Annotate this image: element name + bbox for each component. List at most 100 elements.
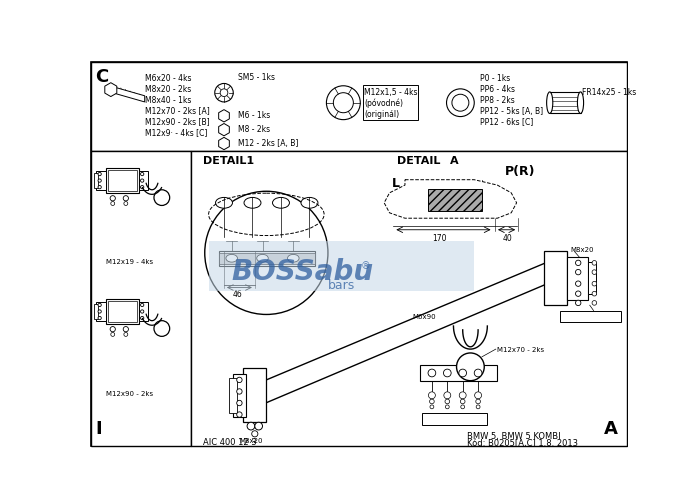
Circle shape bbox=[141, 186, 144, 189]
Bar bbox=[94, 304, 98, 319]
Circle shape bbox=[220, 89, 228, 97]
Text: M12x1,5 original: M12x1,5 original bbox=[425, 416, 484, 422]
Bar bbox=[191, 151, 626, 446]
Text: C: C bbox=[95, 68, 108, 86]
Text: M12x19 - 4ks: M12x19 - 4ks bbox=[106, 259, 153, 265]
Circle shape bbox=[407, 194, 411, 199]
Circle shape bbox=[141, 316, 144, 320]
Text: AIC 400 12 3: AIC 400 12 3 bbox=[203, 438, 257, 447]
Polygon shape bbox=[218, 124, 230, 136]
Circle shape bbox=[445, 405, 449, 409]
Circle shape bbox=[111, 202, 115, 205]
Circle shape bbox=[592, 281, 596, 286]
Circle shape bbox=[98, 310, 102, 313]
Text: M8x20: M8x20 bbox=[239, 438, 263, 444]
Text: (póvodné): (póvodné) bbox=[364, 99, 403, 108]
Circle shape bbox=[123, 196, 128, 201]
Bar bbox=[550, 92, 580, 114]
Circle shape bbox=[247, 422, 255, 430]
Circle shape bbox=[592, 261, 596, 265]
Text: M12x90 - 2ks: M12x90 - 2ks bbox=[106, 391, 153, 397]
Ellipse shape bbox=[272, 197, 290, 208]
Text: M8x40 - 1ks: M8x40 - 1ks bbox=[145, 96, 191, 105]
Circle shape bbox=[592, 301, 596, 305]
Bar bbox=[139, 172, 148, 190]
Circle shape bbox=[575, 270, 581, 275]
Bar bbox=[588, 262, 596, 294]
Circle shape bbox=[98, 316, 102, 320]
Text: M8x20: M8x20 bbox=[570, 247, 594, 254]
Circle shape bbox=[575, 291, 581, 296]
Circle shape bbox=[237, 412, 242, 417]
Circle shape bbox=[141, 173, 144, 176]
Text: P0 - 1ks: P0 - 1ks bbox=[480, 74, 511, 83]
Text: M8x20 - 2ks: M8x20 - 2ks bbox=[145, 85, 191, 94]
Bar bbox=[106, 299, 139, 324]
Bar bbox=[363, 85, 418, 120]
Circle shape bbox=[221, 140, 227, 146]
Bar bbox=[97, 302, 106, 320]
Ellipse shape bbox=[226, 255, 237, 262]
Text: bars: bars bbox=[328, 279, 355, 292]
Ellipse shape bbox=[257, 255, 268, 262]
Circle shape bbox=[461, 399, 465, 404]
Polygon shape bbox=[218, 110, 230, 122]
Text: I: I bbox=[95, 420, 102, 438]
Circle shape bbox=[98, 173, 102, 176]
Circle shape bbox=[476, 399, 480, 404]
Ellipse shape bbox=[288, 255, 299, 262]
Circle shape bbox=[445, 399, 449, 404]
Circle shape bbox=[252, 431, 258, 437]
Bar bbox=[91, 151, 191, 446]
Circle shape bbox=[575, 281, 581, 286]
Circle shape bbox=[430, 399, 434, 404]
Text: ®: ® bbox=[360, 261, 370, 271]
Text: M12x90 - 2ks [B]: M12x90 - 2ks [B] bbox=[145, 117, 209, 126]
Circle shape bbox=[333, 93, 354, 113]
Circle shape bbox=[452, 94, 469, 111]
Circle shape bbox=[461, 405, 465, 409]
Text: M12x1,5 - 4ks: M12x1,5 - 4ks bbox=[364, 88, 418, 97]
Circle shape bbox=[215, 83, 233, 102]
Circle shape bbox=[459, 369, 466, 377]
Bar bbox=[244, 368, 266, 422]
Circle shape bbox=[154, 320, 169, 337]
Text: P(R): P(R) bbox=[505, 165, 536, 178]
Ellipse shape bbox=[301, 197, 318, 208]
Bar bbox=[108, 301, 137, 322]
Text: 46: 46 bbox=[233, 290, 243, 299]
Circle shape bbox=[459, 392, 466, 399]
Circle shape bbox=[124, 332, 128, 337]
Text: L: L bbox=[392, 178, 400, 191]
Text: PP8 - 2ks: PP8 - 2ks bbox=[480, 96, 515, 105]
Bar bbox=[543, 252, 567, 305]
Circle shape bbox=[255, 422, 262, 430]
Bar bbox=[218, 250, 315, 266]
Circle shape bbox=[592, 291, 596, 296]
Circle shape bbox=[430, 405, 434, 409]
Circle shape bbox=[124, 202, 128, 205]
Text: M12x70 - 2ks [A]: M12x70 - 2ks [A] bbox=[145, 107, 209, 116]
Text: BOSSabu: BOSSabu bbox=[232, 258, 374, 286]
Ellipse shape bbox=[578, 92, 584, 114]
Bar bbox=[106, 168, 139, 193]
Bar bbox=[218, 253, 315, 264]
Circle shape bbox=[499, 204, 503, 209]
Circle shape bbox=[141, 310, 144, 313]
Bar bbox=[91, 62, 626, 151]
Circle shape bbox=[141, 179, 144, 182]
Text: M12 - 2ks [A, B]: M12 - 2ks [A, B] bbox=[238, 139, 298, 148]
Text: (originál): (originál) bbox=[364, 110, 399, 119]
Circle shape bbox=[476, 405, 480, 409]
Bar bbox=[108, 170, 137, 191]
Bar bbox=[567, 257, 588, 300]
Circle shape bbox=[123, 326, 128, 332]
Text: M6 - 1ks: M6 - 1ks bbox=[238, 111, 270, 120]
Circle shape bbox=[221, 127, 227, 133]
Text: M8 - 2ks: M8 - 2ks bbox=[238, 125, 270, 134]
Polygon shape bbox=[384, 180, 517, 218]
Text: DETAIL: DETAIL bbox=[398, 156, 440, 166]
Polygon shape bbox=[257, 262, 547, 405]
Bar bbox=[230, 378, 237, 413]
Text: PP12 - 5ks [A, B]: PP12 - 5ks [A, B] bbox=[480, 107, 543, 116]
